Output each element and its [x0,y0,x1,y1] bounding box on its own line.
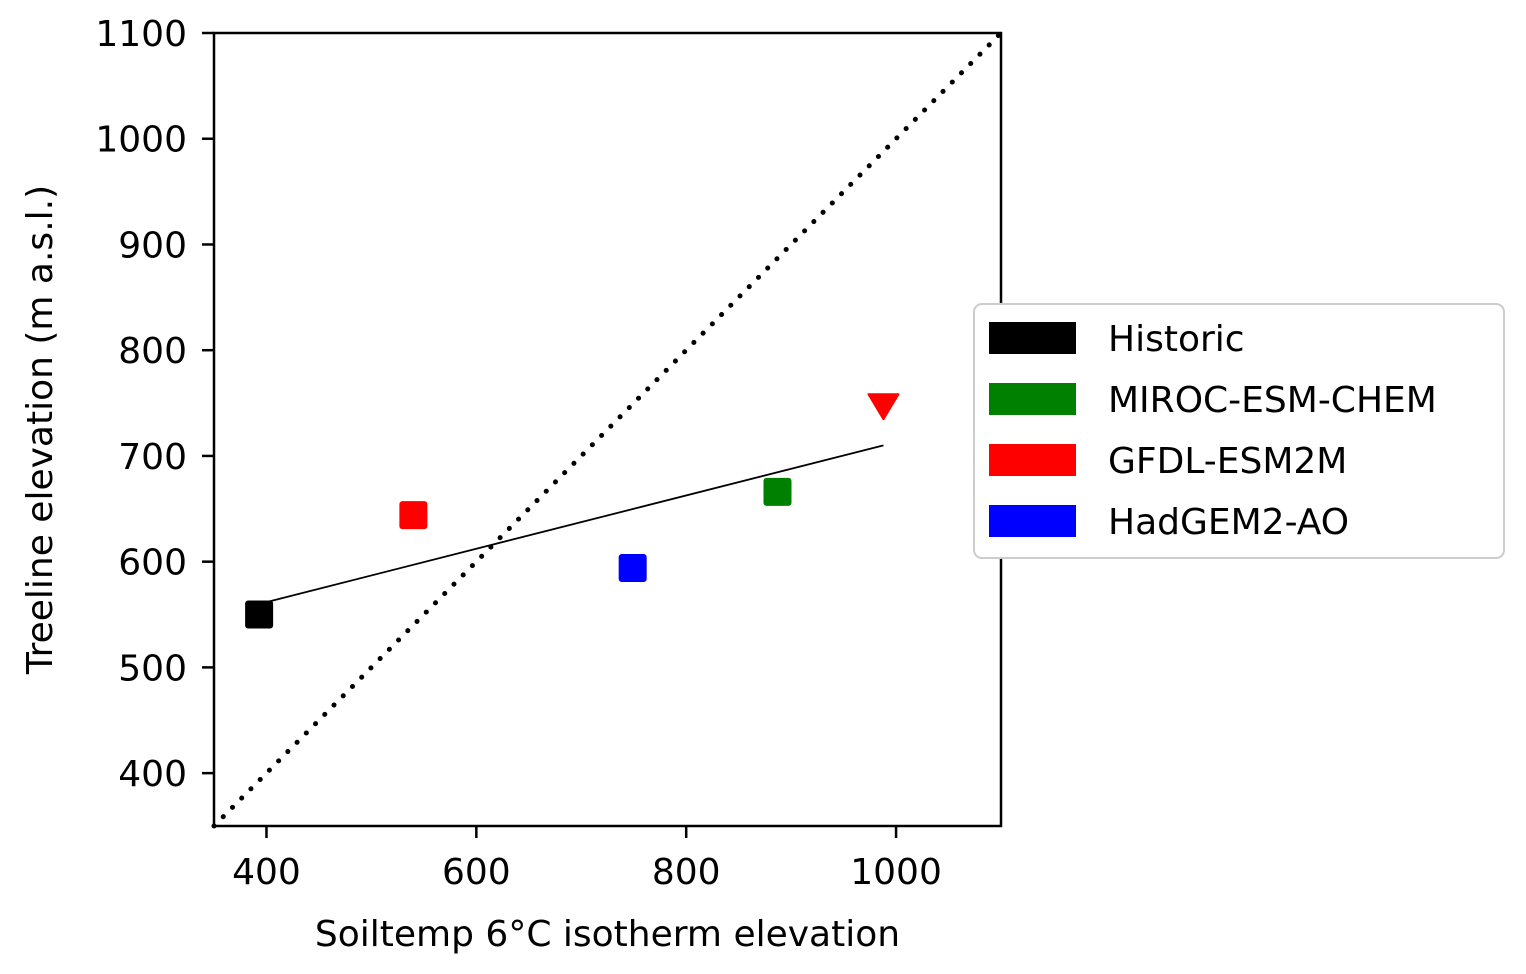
y-axis-label: Treeline elevation (m a.s.l.) [20,185,61,675]
legend-swatch [989,444,1076,476]
x-tick-label: 400 [232,852,301,893]
data-point [245,600,274,629]
legend-swatch [989,505,1076,537]
y-axis: 400 500 600 700 800 900 1000 1100 [95,14,214,795]
data-point [763,477,792,506]
x-axis: 400 600 800 1000 [232,826,942,893]
fit-line [258,444,884,605]
legend-swatch [989,383,1076,415]
x-tick-label: 600 [442,852,511,893]
data-point [618,554,647,583]
legend-frame [973,303,1505,559]
y-tick-label: 400 [118,754,187,795]
plot-frame [212,31,1003,828]
legend-entry-label: MIROC-ESM-CHEM [1108,380,1437,421]
plot-marks [211,30,1004,829]
y-tick-label: 600 [118,543,187,584]
legend-swatch [989,322,1076,354]
y-tick-label: 700 [118,437,187,478]
y-tick-label: 500 [118,648,187,689]
legend-entry-label: GFDL-ESM2M [1108,441,1347,482]
x-axis-label: Soiltemp 6°C isotherm elevation [315,914,900,955]
legend-entry-label: Historic [1108,319,1245,360]
legend: Historic MIROC-ESM-CHEM GFDL-ESM2M HadGEM2-… [973,303,1505,559]
x-tick-label: 1000 [850,852,942,893]
y-tick-label: 1000 [95,120,187,161]
y-tick-label: 1100 [95,14,187,55]
identity-line [211,30,1004,829]
x-tick-label: 800 [652,852,721,893]
legend-entry-label: HadGEM2-AO [1108,502,1349,543]
data-point [399,501,428,530]
data-point-triangle [867,393,900,421]
y-tick-label: 800 [118,331,187,372]
y-tick-label: 900 [118,225,187,266]
